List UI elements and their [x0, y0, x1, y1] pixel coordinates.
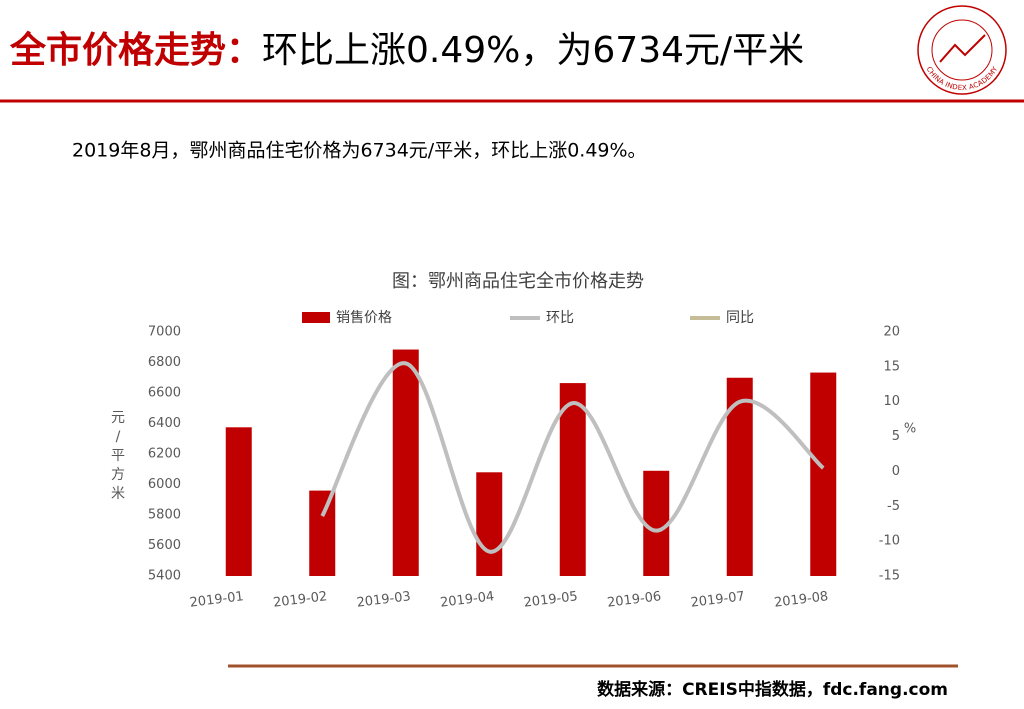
bar: [476, 472, 503, 576]
y-axis-label: 米: [111, 486, 125, 502]
x-tick-label: 2019-01: [189, 589, 245, 611]
x-tick-label: 2019-03: [356, 589, 412, 611]
logo-text-path: CHINA INDEX ACADEMY: [925, 65, 1000, 92]
y-tick-label: 6600: [148, 386, 181, 401]
y-tick-label: 5600: [148, 538, 181, 553]
chart-title: 图：鄂州商品住宅全市价格走势: [392, 271, 644, 292]
y-axis-label: 平: [111, 448, 125, 464]
y-axis-label: 方: [111, 467, 125, 483]
x-tick-label: 2019-08: [773, 589, 829, 611]
y2-tick-label: 20: [883, 325, 900, 340]
x-tick-label: 2019-04: [439, 589, 495, 611]
source: 数据来源：CREIS中指数据，fdc.fang.com: [597, 679, 948, 700]
y-tick-label: 6800: [148, 355, 181, 370]
y2-tick-label: 5: [892, 429, 900, 444]
x-tick-label: 2019-06: [606, 589, 662, 611]
bar: [309, 490, 336, 576]
y-tick-label: 5400: [148, 569, 181, 584]
logo-inner: [931, 19, 993, 81]
bar: [559, 383, 586, 576]
y-axis-label: 元: [111, 410, 125, 426]
y-tick-label: 6400: [148, 416, 181, 431]
logo-text: CHINA INDEX ACADEMY: [925, 65, 1000, 92]
x-tick-label: 2019-07: [690, 589, 746, 611]
summary: 2019年8月，鄂州商品住宅价格为6734元/平米，环比上涨0.49%。: [72, 140, 647, 162]
y2-tick-label: 0: [892, 464, 900, 479]
logo-ring: [917, 5, 1007, 95]
legend-label: 同比: [726, 310, 754, 326]
y-tick-label: 5800: [148, 508, 181, 523]
x-tick-label: 2019-05: [523, 589, 579, 611]
y2-tick-label: 15: [883, 359, 900, 374]
line-series: [320, 361, 825, 554]
legend-label: 环比: [546, 310, 574, 326]
slide-title: 全市价格走势：环比上涨0.49%，为6734元/平米: [9, 29, 804, 71]
y2-tick-label: -10: [879, 534, 900, 549]
y2-tick-label: -5: [887, 499, 900, 514]
y-tick-label: 6000: [148, 477, 181, 492]
y2-axis-label: %: [904, 422, 916, 437]
logo: CHINA INDEX ACADEMY: [917, 5, 1007, 95]
bar: [643, 470, 670, 576]
logo-mark: [939, 34, 986, 63]
title-rest: 环比上涨0.49%，为6734元/平米: [262, 30, 804, 71]
bar: [810, 372, 837, 576]
y2-tick-label: 10: [883, 394, 900, 409]
y-axis-label: /: [116, 429, 121, 445]
y-tick-label: 6200: [148, 447, 181, 462]
title-lead: 全市价格走势：: [9, 29, 262, 71]
legend-swatch: [302, 312, 330, 323]
y-tick-label: 7000: [148, 325, 181, 340]
y2-tick-label: -15: [879, 569, 900, 584]
bar: [225, 427, 252, 576]
legend-label: 销售价格: [336, 310, 392, 326]
bar: [392, 349, 419, 576]
x-tick-label: 2019-02: [272, 589, 328, 611]
